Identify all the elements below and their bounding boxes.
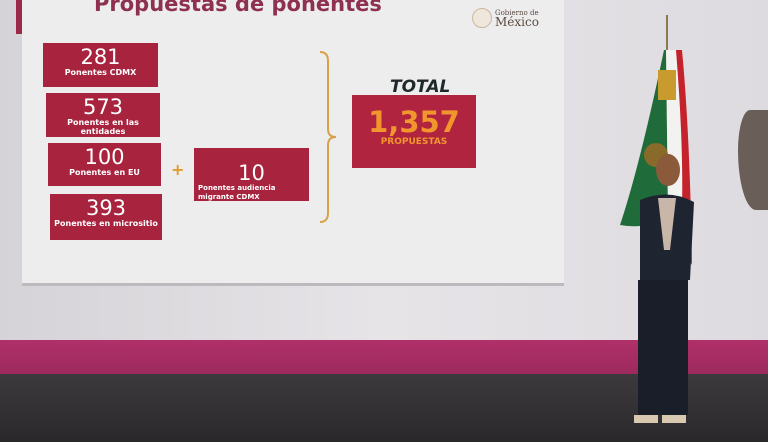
stat-box: 281 Ponentes CDMX	[43, 43, 158, 87]
stat-value: 393	[85, 196, 127, 220]
stat-value: 573	[82, 95, 124, 119]
total-box: 1,357 PROPUESTAS	[352, 95, 476, 168]
curly-brace	[319, 51, 337, 223]
government-logo: Gobierno de México	[472, 8, 539, 28]
stat-label: Ponentes en micrositio	[54, 219, 158, 228]
stat-value: 281	[80, 45, 121, 69]
sculpture	[738, 110, 768, 210]
logo-line1: Gobierno de	[495, 8, 539, 17]
slide-title: Propuestas de ponentes	[94, 0, 382, 16]
stat-label: Ponentes audiencia migrante CDMX	[198, 184, 276, 201]
stat-value: 10	[238, 161, 265, 185]
stat-box: 393 Ponentes en micrositio	[50, 194, 162, 240]
stat-label: Ponentes CDMX	[64, 68, 137, 77]
speaker-person	[634, 154, 694, 423]
stat-value: 100	[84, 145, 125, 169]
stat-box: 573 Ponentes en las entidades	[46, 93, 160, 137]
plus-sign: +	[171, 160, 185, 179]
total-label: PROPUESTAS	[380, 137, 448, 147]
presentation-screen: Propuestas de ponentes Gobierno de México…	[22, 0, 564, 286]
total-value: 1,357	[368, 105, 460, 139]
screen-edge	[16, 0, 23, 34]
stat-box: 100 Ponentes en EU	[48, 143, 161, 186]
logo-line2: México	[495, 14, 539, 29]
seal-icon	[472, 8, 492, 28]
stat-label: Ponentes en las entidades	[67, 118, 139, 136]
stat-label: Ponentes en EU	[69, 168, 140, 177]
stat-box-migrant: 10 Ponentes audiencia migrante CDMX	[194, 148, 309, 201]
total-heading: TOTAL	[390, 77, 451, 97]
